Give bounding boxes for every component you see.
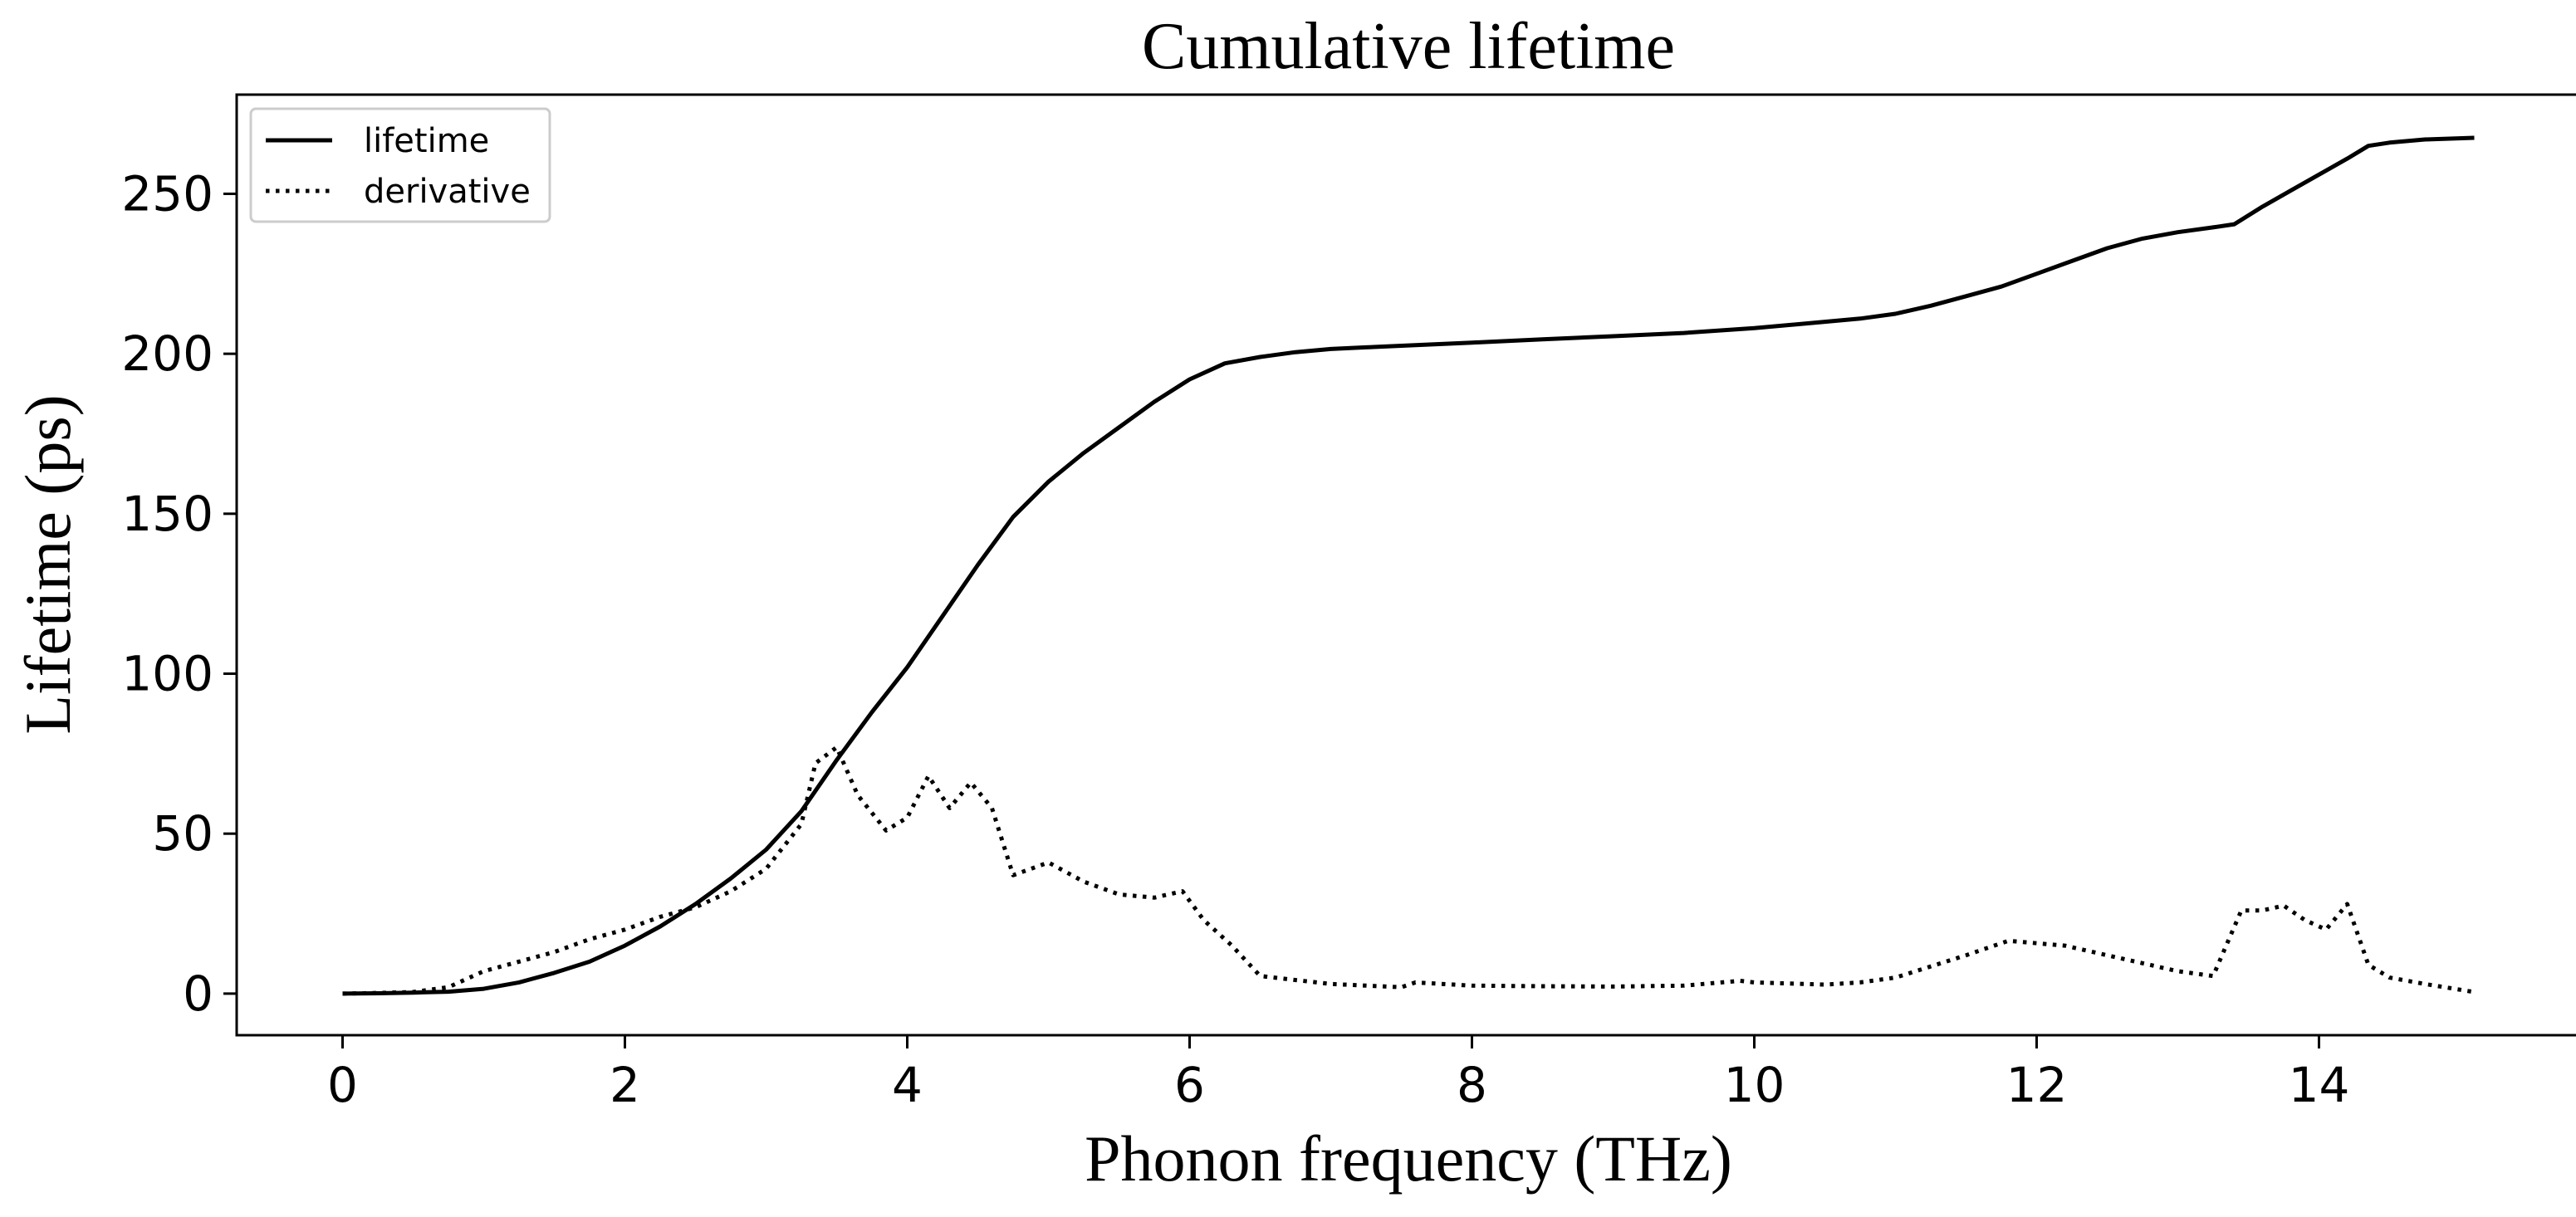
plot-area-frame xyxy=(235,93,2576,1037)
legend-box xyxy=(249,107,551,223)
x-tick-label: 12 xyxy=(2006,1057,2068,1113)
y-axis-label: Lifetime (ps) xyxy=(12,394,84,734)
y-tick-label: 50 xyxy=(152,805,213,862)
legend-lifetime-label: lifetime xyxy=(364,122,489,160)
y-tick-label: 100 xyxy=(121,646,213,702)
legend-derivative-label: derivative xyxy=(364,173,531,211)
x-axis-ticks: 0 2 4 6 8 10 12 14 xyxy=(327,1035,2349,1113)
series-line-lifetime xyxy=(342,135,2475,996)
series-layer xyxy=(342,135,2475,996)
chart-title: Cumulative lifetime xyxy=(1142,10,1675,83)
x-tick-label: 0 xyxy=(327,1057,358,1113)
y-tick-label: 150 xyxy=(121,486,213,542)
y-tick-label: 250 xyxy=(121,165,213,222)
x-tick-label: 4 xyxy=(892,1057,923,1113)
y-axis-ticks: 0 50 100 150 200 250 xyxy=(121,165,237,1022)
x-axis-label: Phonon frequency (THz) xyxy=(1085,1122,1732,1195)
legend: lifetime derivative xyxy=(249,107,551,223)
y-tick-label: 200 xyxy=(121,325,213,382)
x-tick-label: 8 xyxy=(1457,1057,1487,1113)
x-tick-label: 6 xyxy=(1174,1057,1205,1113)
x-tick-label: 10 xyxy=(1724,1057,1785,1113)
x-tick-label: 14 xyxy=(2289,1057,2350,1113)
x-tick-label: 2 xyxy=(610,1057,640,1113)
y-tick-label: 0 xyxy=(183,965,213,1022)
